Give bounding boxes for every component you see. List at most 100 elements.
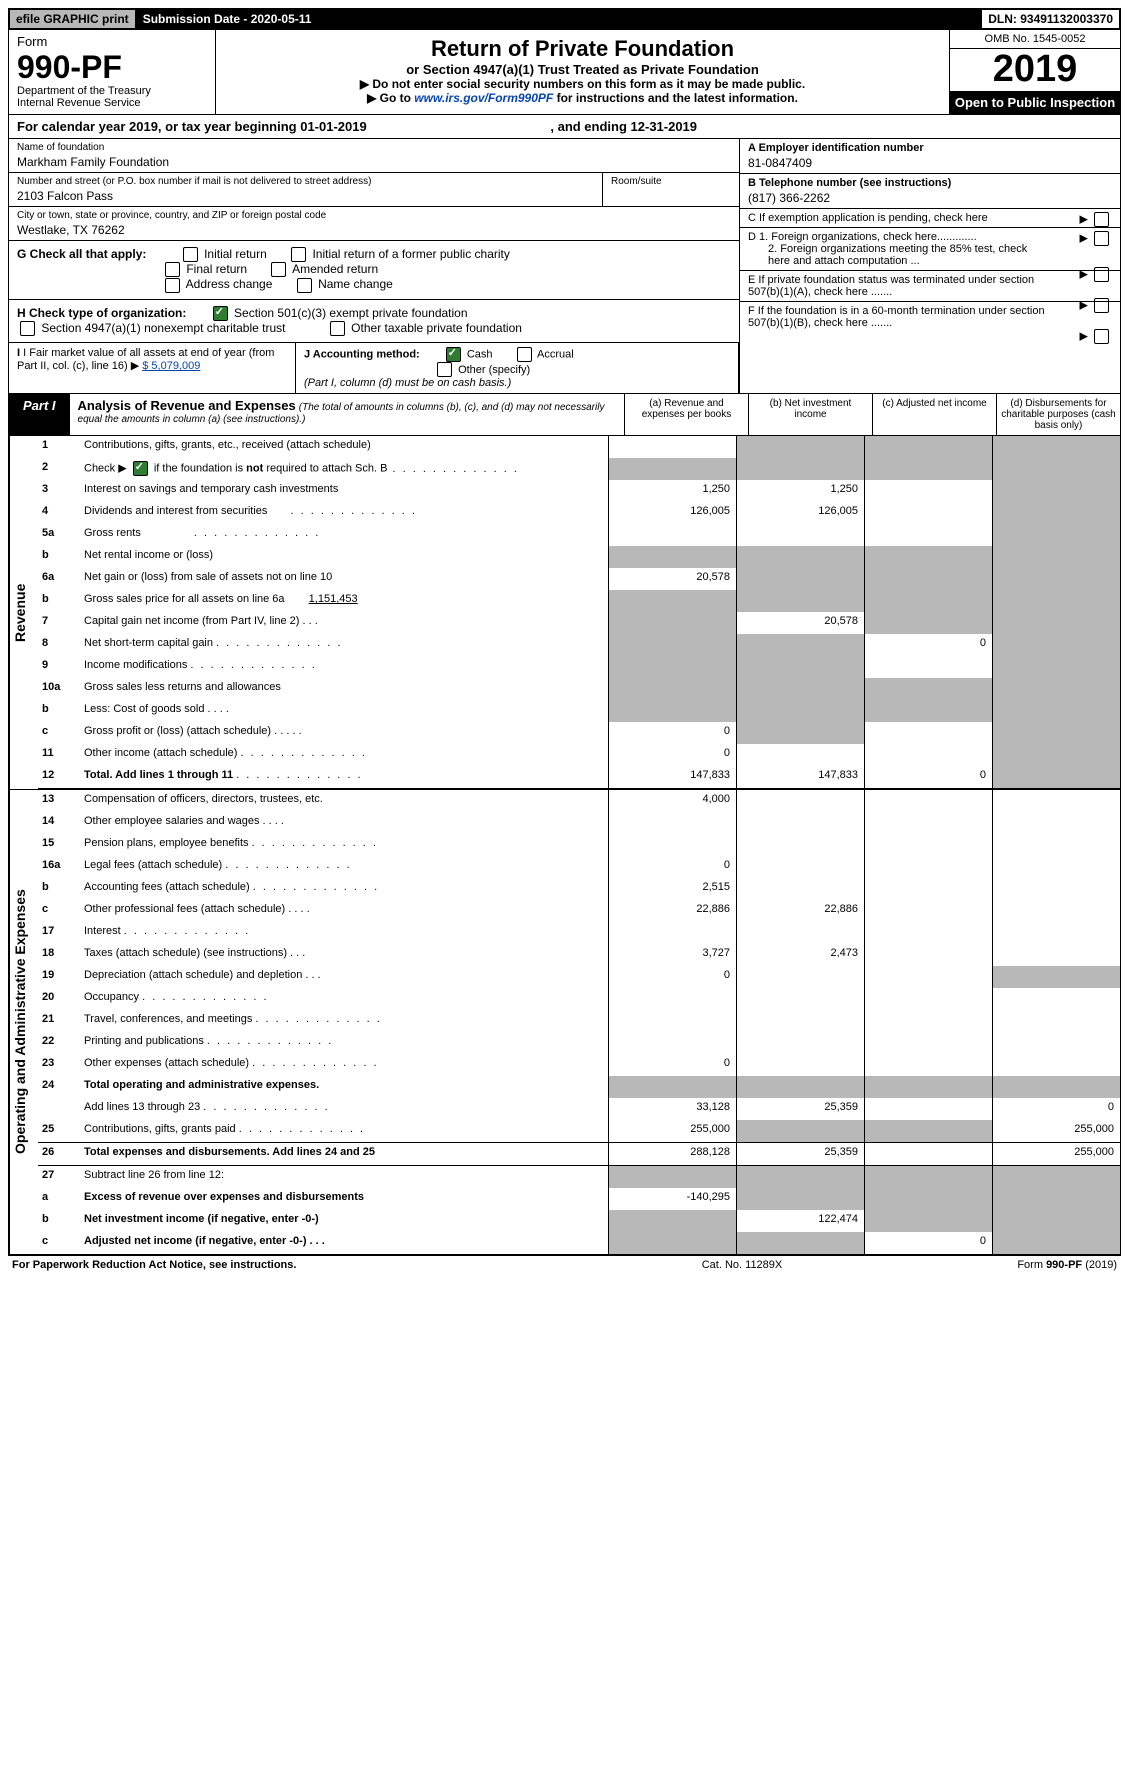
form-number: 990-PF — [17, 51, 207, 83]
check-sch-b[interactable] — [133, 461, 148, 476]
footer-formno: Form 990-PF (2019) — [867, 1259, 1117, 1271]
efile-print-label: efile GRAPHIC print — [10, 10, 137, 28]
form-label: Form — [17, 34, 207, 49]
street-address: 2103 Falcon Pass — [17, 187, 594, 203]
form-header: Form 990-PF Department of the Treasury I… — [8, 30, 1121, 115]
part1-header: Part I Analysis of Revenue and Expenses … — [8, 394, 1121, 436]
check-initial-former[interactable] — [291, 247, 306, 262]
row-27a: Excess of revenue over expenses and disb… — [80, 1188, 608, 1210]
row-5a: Gross rents — [80, 524, 608, 546]
footer-paperwork: For Paperwork Reduction Act Notice, see … — [12, 1259, 617, 1271]
row-4: Dividends and interest from securities — [80, 502, 608, 524]
col-c-header: (c) Adjusted net income — [873, 394, 997, 435]
row-5b: Net rental income or (loss) — [80, 546, 608, 568]
footer-catno: Cat. No. 11289X — [617, 1259, 867, 1271]
submission-date: Submission Date - 2020-05-11 — [137, 10, 983, 28]
revenue-section: Revenue 1Contributions, gifts, grants, e… — [8, 436, 1121, 790]
check-cash[interactable] — [446, 347, 461, 362]
row-1: Contributions, gifts, grants, etc., rece… — [80, 436, 608, 458]
check-name-change[interactable] — [297, 278, 312, 293]
row-17: Interest — [80, 922, 608, 944]
row-27b: Net investment income (if negative, ente… — [80, 1210, 608, 1232]
telephone-cell: B Telephone number (see instructions) (8… — [740, 174, 1120, 209]
row-15: Pension plans, employee benefits — [80, 834, 608, 856]
top-bar: efile GRAPHIC print Submission Date - 20… — [8, 8, 1121, 30]
row-12: Total. Add lines 1 through 11 — [80, 766, 608, 788]
form-title: Return of Private Foundation — [222, 36, 943, 62]
g-checks: G Check all that apply: Initial return I… — [9, 241, 739, 300]
telephone: (817) 366-2262 — [748, 189, 1112, 205]
form-subtitle: or Section 4947(a)(1) Trust Treated as P… — [222, 62, 943, 77]
room-cell: Room/suite — [603, 173, 739, 207]
row-26: Total expenses and disbursements. Add li… — [80, 1143, 608, 1165]
check-other-taxable[interactable] — [330, 321, 345, 336]
check-4947[interactable] — [20, 321, 35, 336]
header-left: Form 990-PF Department of the Treasury I… — [9, 30, 216, 114]
header-center: Return of Private Foundation or Section … — [216, 30, 949, 114]
revenue-label: Revenue — [9, 436, 38, 789]
foundation-name: Markham Family Foundation — [17, 153, 731, 169]
check-initial-return[interactable] — [183, 247, 198, 262]
city-cell: City or town, state or province, country… — [9, 207, 739, 241]
row-21: Travel, conferences, and meetings — [80, 1010, 608, 1032]
row-11: Other income (attach schedule) — [80, 744, 608, 766]
row-13: Compensation of officers, directors, tru… — [80, 790, 608, 812]
row-27: Subtract line 26 from line 12: — [80, 1166, 608, 1188]
check-d2[interactable] — [1094, 267, 1109, 282]
check-f[interactable] — [1094, 329, 1109, 344]
check-amended-return[interactable] — [271, 262, 286, 277]
header-right: OMB No. 1545-0052 2019 Open to Public In… — [949, 30, 1120, 114]
row-16b: Accounting fees (attach schedule) — [80, 878, 608, 900]
row-10c: Gross profit or (loss) (attach schedule)… — [80, 722, 608, 744]
city-state-zip: Westlake, TX 76262 — [17, 221, 731, 237]
row-10a: Gross sales less returns and allowances — [80, 678, 608, 700]
check-accrual[interactable] — [517, 347, 532, 362]
check-address-change[interactable] — [165, 278, 180, 293]
expenses-label: Operating and Administrative Expenses — [9, 790, 38, 1254]
row-22: Printing and publications — [80, 1032, 608, 1054]
part1-title: Analysis of Revenue and Expenses (The to… — [70, 394, 625, 435]
row-27c: Adjusted net income (if negative, enter … — [80, 1232, 608, 1254]
row-2: Check ▶ if the foundation is not require… — [80, 458, 608, 480]
instr-no-ssn: ▶ Do not enter social security numbers o… — [222, 77, 943, 91]
page-footer: For Paperwork Reduction Act Notice, see … — [8, 1255, 1121, 1274]
row-7: Capital gain net income (from Part IV, l… — [80, 612, 608, 634]
row-20: Occupancy — [80, 988, 608, 1010]
dln: DLN: 93491132003370 — [982, 10, 1119, 28]
check-d1[interactable] — [1094, 231, 1109, 246]
col-a-header: (a) Revenue and expenses per books — [625, 394, 749, 435]
row-9: Income modifications — [80, 656, 608, 678]
row-10b: Less: Cost of goods sold . . . . — [80, 700, 608, 722]
row-16c: Other professional fees (attach schedule… — [80, 900, 608, 922]
instr-goto: ▶ Go to www.irs.gov/Form990PF for instru… — [222, 91, 943, 105]
check-501c3[interactable] — [213, 306, 228, 321]
form990pf-link[interactable]: www.irs.gov/Form990PF — [414, 91, 553, 105]
entity-info: Name of foundation Markham Family Founda… — [8, 139, 1121, 395]
fmv-value: $ 5,079,009 — [142, 360, 200, 372]
row-3: Interest on savings and temporary cash i… — [80, 480, 608, 502]
row-24b: Add lines 13 through 23 — [80, 1098, 608, 1120]
dept: Department of the Treasury — [17, 85, 207, 97]
irs: Internal Revenue Service — [17, 97, 207, 109]
row-19: Depreciation (attach schedule) and deple… — [80, 966, 608, 988]
foundation-name-cell: Name of foundation Markham Family Founda… — [9, 139, 739, 173]
i-j-row: I I Fair market value of all assets at e… — [9, 343, 739, 393]
row-14: Other employee salaries and wages . . . … — [80, 812, 608, 834]
check-e[interactable] — [1094, 298, 1109, 313]
col-d-header: (d) Disbursements for charitable purpose… — [997, 394, 1120, 435]
check-other-method[interactable] — [437, 362, 452, 377]
row-24-title: Total operating and administrative expen… — [80, 1076, 608, 1098]
row-16a: Legal fees (attach schedule) — [80, 856, 608, 878]
h-checks: H Check type of organization: Section 50… — [9, 300, 739, 344]
check-c-pending[interactable] — [1094, 212, 1109, 227]
check-final-return[interactable] — [165, 262, 180, 277]
calendar-year-row: For calendar year 2019, or tax year begi… — [8, 115, 1121, 139]
e-cell: E If private foundation status was termi… — [740, 271, 1120, 302]
d-cell: D 1. Foreign organizations, check here..… — [740, 228, 1120, 271]
part1-label: Part I — [9, 394, 70, 435]
row-25: Contributions, gifts, grants paid — [80, 1120, 608, 1142]
row-6b: Gross sales price for all assets on line… — [80, 590, 608, 612]
ein: 81-0847409 — [748, 154, 1112, 170]
tax-year: 2019 — [950, 49, 1120, 91]
row-23: Other expenses (attach schedule) — [80, 1054, 608, 1076]
